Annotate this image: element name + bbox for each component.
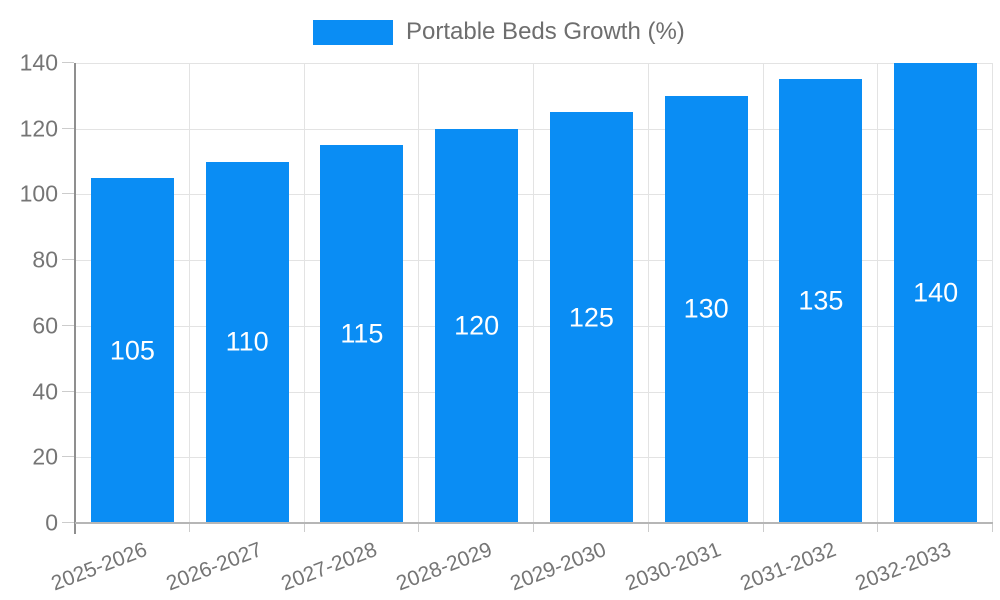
- x-axis-tick: [762, 523, 764, 532]
- y-axis-tick: [62, 324, 74, 326]
- y-axis-tick-label: 80: [32, 246, 58, 273]
- bar: [549, 112, 633, 523]
- bar: [205, 161, 289, 523]
- y-axis-tick: [62, 127, 74, 129]
- bar: [894, 63, 978, 523]
- gridline-horizontal: [75, 63, 993, 64]
- legend: Portable Beds Growth (%): [313, 18, 685, 46]
- bar: [320, 145, 404, 523]
- bar-value-label: 110: [225, 326, 269, 357]
- x-axis-tick: [303, 523, 305, 532]
- gridline-vertical: [188, 63, 190, 523]
- y-axis-tick: [62, 522, 74, 523]
- bar: [779, 79, 863, 523]
- x-axis-tick: [418, 523, 420, 532]
- bar: [664, 95, 748, 523]
- gridline-horizontal: [75, 128, 993, 130]
- y-axis-tick-label: 120: [19, 115, 58, 142]
- y-axis-tick-label: 100: [19, 180, 58, 207]
- bar-value-label: 135: [798, 285, 844, 316]
- legend-swatch: [313, 19, 393, 45]
- x-axis-tick: [877, 523, 879, 532]
- y-axis-tick: [62, 390, 74, 392]
- bar-value-label: 105: [109, 335, 155, 365]
- y-axis-line: [74, 63, 76, 534]
- gridline-vertical: [992, 63, 993, 523]
- y-axis-tick: [62, 62, 74, 63]
- x-axis-tick: [992, 523, 993, 532]
- gridline-horizontal: [75, 260, 993, 262]
- y-axis-tick: [62, 456, 74, 458]
- bar: [90, 178, 174, 523]
- gridline-vertical: [303, 63, 305, 523]
- gridline-horizontal: [75, 194, 993, 196]
- x-axis-tick: [188, 523, 190, 532]
- gridline-horizontal: [75, 325, 993, 327]
- gridline-vertical: [418, 63, 420, 523]
- y-axis-tick-label: 20: [32, 443, 58, 470]
- y-axis-tick-label: 140: [19, 49, 58, 76]
- y-axis-tick-label: 60: [32, 312, 58, 339]
- plot-area: 105 110 115 120 125 130 135 140: [74, 63, 993, 534]
- gridline-vertical: [762, 63, 764, 523]
- y-axis-tick-label: 0: [45, 509, 58, 536]
- gridline-horizontal: [75, 457, 993, 459]
- bar-value-label: 120: [454, 310, 500, 341]
- gridline-vertical: [877, 63, 879, 523]
- y-axis-tick-label: 40: [32, 378, 58, 405]
- y-axis-tick: [62, 259, 74, 261]
- bar: [435, 128, 519, 523]
- x-axis-line: [75, 522, 993, 524]
- x-axis-tick: [647, 523, 649, 532]
- bar-value-label: 140: [913, 277, 959, 308]
- gridline-vertical: [533, 63, 534, 523]
- legend-label: Portable Beds Growth (%): [406, 18, 685, 45]
- x-axis-tick: [533, 523, 534, 532]
- bar-value-label: 125: [568, 302, 614, 333]
- bar-value-label: 130: [683, 293, 729, 324]
- y-axis-tick: [62, 193, 74, 195]
- gridline-vertical: [647, 63, 649, 523]
- bar-value-label: 115: [340, 318, 384, 349]
- gridline-horizontal: [75, 391, 993, 393]
